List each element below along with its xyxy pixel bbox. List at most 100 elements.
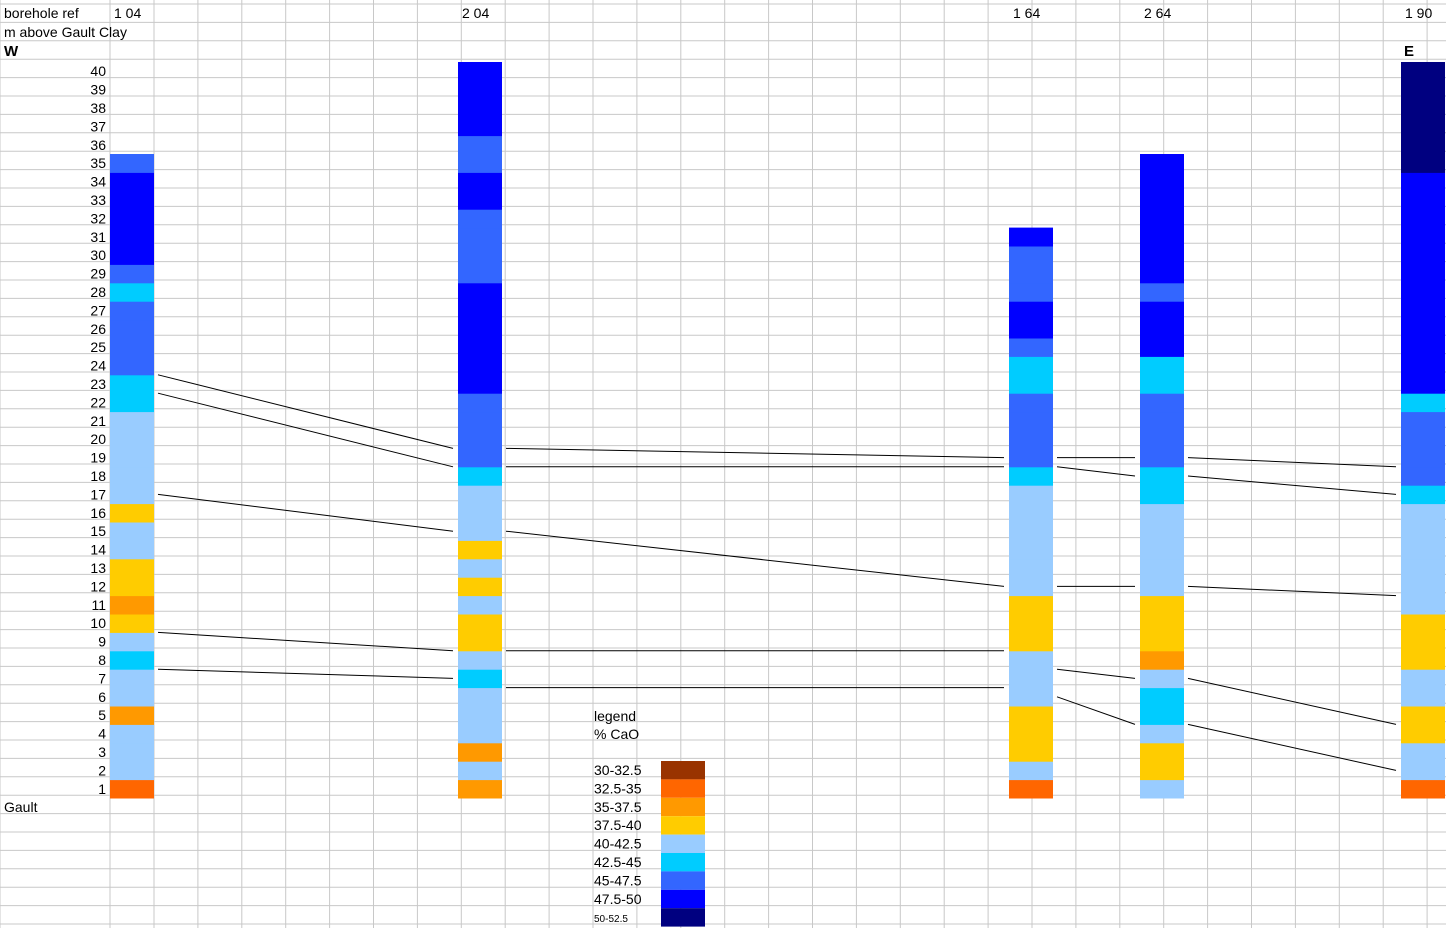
legend: legend % CaO 30-32.5 32.5-35 35-37.5 37.5-4… (594, 708, 705, 927)
borehole-segment (1140, 577, 1184, 597)
borehole-segment (1140, 540, 1184, 560)
legend-swatch (661, 797, 705, 817)
y-axis-label: m above Gault Clay (4, 24, 127, 40)
correlation-line (157, 392, 454, 468)
borehole-segment (110, 227, 154, 247)
borehole-segment (1401, 172, 1445, 192)
borehole-segment (110, 485, 154, 505)
depth-tick-label: 35 (90, 155, 106, 171)
borehole-segment (1401, 80, 1445, 100)
borehole-segment (110, 430, 154, 449)
legend-subtitle: % CaO (594, 726, 639, 742)
borehole-segment (1401, 595, 1445, 615)
depth-tick-label: 12 (90, 578, 106, 594)
borehole-segment (1009, 558, 1053, 578)
depth-tick-label: 18 (90, 468, 106, 484)
borehole-segment (458, 761, 502, 781)
depth-tick-label: 29 (90, 266, 106, 282)
borehole-segment (110, 411, 154, 431)
depth-tick-label: 9 (98, 634, 106, 650)
borehole-segment (1009, 503, 1053, 523)
correlation-line (1187, 585, 1397, 597)
borehole-segment (1009, 687, 1053, 707)
borehole-segment (1140, 448, 1184, 468)
borehole-segment (1401, 117, 1445, 137)
legend-label: 45-47.5 (594, 872, 642, 888)
borehole-segment (1009, 595, 1053, 615)
borehole-segment (458, 264, 502, 284)
borehole-segment (458, 246, 502, 265)
borehole-segment (1140, 246, 1184, 265)
borehole-segment (1401, 62, 1445, 81)
borehole-segment (1009, 393, 1053, 413)
depth-tick-label: 5 (98, 707, 106, 723)
borehole-segment (110, 706, 154, 725)
borehole-segment (1009, 282, 1053, 302)
borehole-segment (110, 172, 154, 192)
borehole-segment (1140, 724, 1184, 744)
correlation-line (1056, 668, 1136, 679)
depth-tick-label: 2 (98, 762, 106, 778)
borehole-segment (458, 98, 502, 118)
borehole-segment (1140, 558, 1184, 578)
borehole-segment (1140, 485, 1184, 505)
borehole-segment (1140, 227, 1184, 247)
borehole-segment (458, 540, 502, 560)
correlation-line (1056, 466, 1136, 477)
borehole-segment (458, 117, 502, 137)
borehole-segment (458, 522, 502, 541)
borehole-segment (1401, 761, 1445, 781)
depth-tick-label: 17 (90, 486, 106, 502)
borehole-segment (458, 190, 502, 210)
borehole-segment (1009, 522, 1053, 541)
borehole-segment (1401, 301, 1445, 321)
correlation-line (157, 374, 454, 449)
borehole-segment (1140, 356, 1184, 376)
legend-swatch (661, 908, 705, 927)
borehole-segment (1009, 319, 1053, 339)
borehole-segment (1401, 779, 1445, 799)
borehole-segment (110, 301, 154, 321)
depth-tick-label: 40 (90, 63, 106, 79)
depth-tick-label: 30 (90, 247, 106, 263)
depth-tick-label: 21 (90, 413, 106, 429)
depth-tick-label: 1 (98, 781, 106, 797)
borehole-segment (458, 430, 502, 449)
borehole-segment (1401, 264, 1445, 284)
correlation-line (157, 631, 454, 652)
borehole-segment (1009, 724, 1053, 744)
borehole-segment (110, 540, 154, 560)
borehole-segment (1401, 338, 1445, 357)
borehole-segment (1140, 779, 1184, 799)
borehole-segment (1401, 411, 1445, 431)
correlation-line (157, 668, 454, 679)
correlation-lines (157, 374, 1397, 771)
borehole-segment (110, 282, 154, 302)
borehole-segment (110, 669, 154, 689)
depth-tick-label: 37 (90, 118, 106, 134)
west-label: W (4, 43, 19, 60)
borehole-segment (1401, 154, 1445, 173)
depth-tick-label: 32 (90, 210, 106, 226)
depth-tick-label: 15 (90, 523, 106, 539)
borehole-segment (110, 522, 154, 541)
depth-tick-label: 28 (90, 284, 106, 300)
borehole-segment (1140, 190, 1184, 210)
depth-tick-label: 26 (90, 321, 106, 337)
borehole-segment (1140, 466, 1184, 486)
borehole-segment (110, 724, 154, 744)
borehole-segment (1401, 614, 1445, 633)
correlation-line (1187, 475, 1397, 495)
east-label: E (1404, 43, 1414, 60)
legend-label: 40-42.5 (594, 836, 642, 852)
borehole-segment (1401, 558, 1445, 578)
borehole-segment (1401, 669, 1445, 689)
borehole-segment (110, 356, 154, 376)
legend-items: 30-32.5 32.5-35 35-37.5 37.5-40 40-42.5 42.5-… (594, 761, 705, 927)
borehole-segment (110, 779, 154, 799)
borehole-segment (110, 558, 154, 578)
borehole-segment (1140, 301, 1184, 321)
legend-label: 47.5-50 (594, 891, 642, 907)
